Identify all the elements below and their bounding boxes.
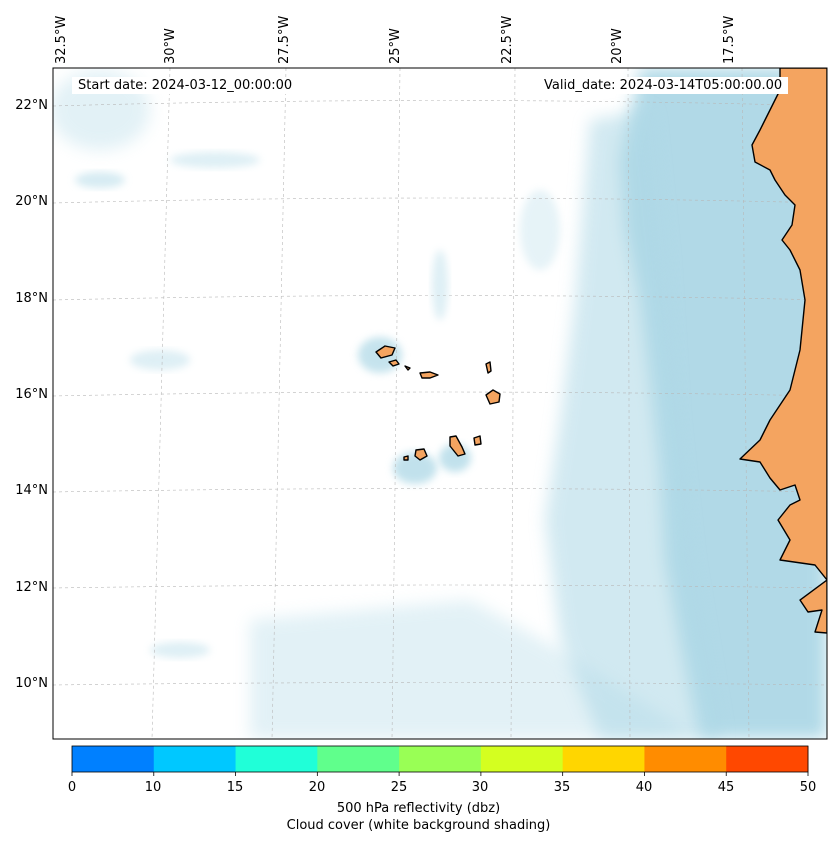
colorbar-subtitle: Cloud cover (white background shading)	[286, 818, 551, 833]
lon-label: 20°W	[610, 28, 625, 64]
colorbar-segment	[562, 746, 645, 772]
lon-label: 25°W	[388, 28, 403, 64]
lon-label: 30°W	[163, 28, 178, 64]
cloud-patch-west	[130, 350, 190, 370]
island-santo-antao	[375, 345, 396, 359]
island-maio	[473, 435, 482, 446]
colorbar-frame	[71, 745, 809, 773]
land-layer	[375, 68, 827, 634]
island-sao-nicolau	[419, 371, 439, 379]
cloud-patch-n	[170, 152, 260, 168]
colorbar-segment	[644, 746, 727, 772]
colorbar-segment	[726, 746, 809, 772]
colorbar	[71, 746, 809, 776]
colorbar-tick-label: 40	[635, 780, 653, 795]
colorbar-segment	[317, 746, 400, 772]
lat-label: 12°N	[15, 580, 48, 595]
valid-date-label: Valid_date: 2024-03-14T05:00:00.00	[538, 77, 789, 94]
colorbar-tick-label: 45	[717, 780, 735, 795]
lon-label: 32.5°W	[54, 15, 69, 64]
cloud-band-south	[250, 600, 700, 739]
colorbar-segment	[153, 746, 237, 772]
colorbar-segment	[72, 746, 155, 772]
colorbar-tick-label: 15	[226, 780, 244, 795]
colorbar-tick-label: 35	[553, 780, 571, 795]
colorbar-tick-label: 30	[471, 780, 489, 795]
lat-label: 18°N	[15, 291, 48, 306]
island-brava	[403, 455, 409, 461]
map-frame	[52, 67, 828, 740]
colorbar-tick-label: 0	[67, 780, 77, 795]
island-sao-vicente	[388, 359, 400, 367]
island-sal	[485, 361, 492, 374]
lat-label: 20°N	[15, 194, 48, 209]
colorbar-segment	[235, 746, 318, 772]
cloud-patch-mid	[432, 250, 448, 320]
colorbar-tick-label: 25	[390, 780, 408, 795]
colorbar-tick-label: 50	[799, 780, 817, 795]
colorbar-segment	[480, 746, 564, 772]
lon-label: 22.5°W	[500, 15, 515, 64]
start-date-label: Start date: 2024-03-12_00:00:00	[72, 77, 299, 94]
colorbar-title: 500 hPa reflectivity (dbz)	[336, 801, 501, 816]
island-santa-luzia	[404, 365, 411, 371]
colorbar-segment	[399, 746, 482, 772]
island-santiago	[449, 435, 466, 457]
cloud-patch-ne	[520, 190, 560, 270]
colorbar-tick-label: 10	[144, 780, 162, 795]
lon-label: 27.5°W	[277, 15, 292, 64]
lat-label: 16°N	[15, 387, 48, 402]
west-africa-coast	[739, 68, 827, 634]
cloud-patch-sw	[150, 642, 210, 658]
cloud-patch-nw2	[75, 172, 125, 188]
island-boa-vista	[485, 389, 501, 405]
lon-label: 17.5°W	[722, 15, 737, 64]
graticule	[53, 68, 827, 739]
island-fogo	[414, 448, 428, 461]
lat-label: 22°N	[15, 98, 48, 113]
lat-label: 14°N	[15, 483, 48, 498]
map-area	[53, 68, 827, 739]
colorbar-tick-label: 20	[308, 780, 326, 795]
cloud-band-mid	[545, 110, 720, 739]
lat-label: 10°N	[15, 676, 48, 691]
